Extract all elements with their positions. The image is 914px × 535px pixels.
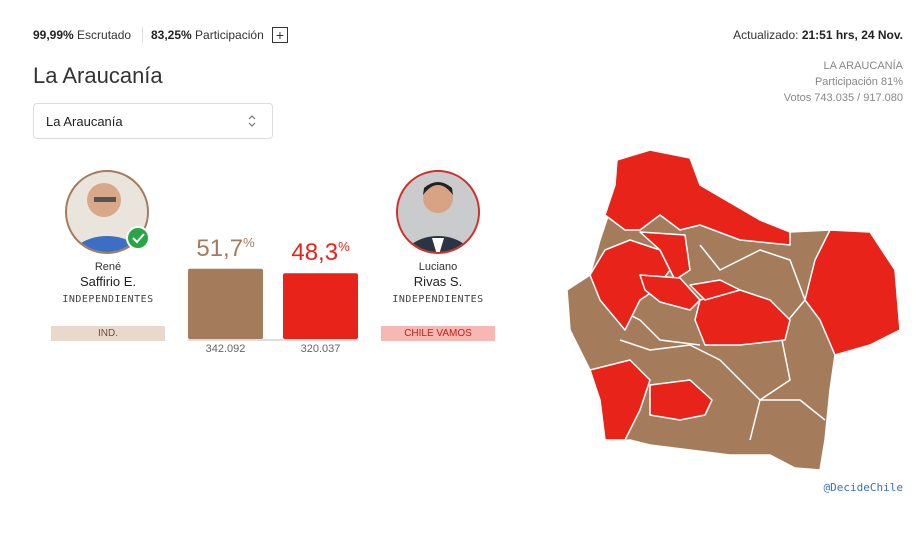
region bbox=[804, 229, 901, 356]
first-name: René bbox=[94, 261, 122, 273]
region bbox=[694, 289, 791, 346]
avatar bbox=[396, 170, 480, 254]
vote-bar bbox=[188, 268, 263, 339]
border bbox=[619, 339, 826, 421]
vote-bar bbox=[283, 273, 358, 339]
region bbox=[649, 379, 713, 421]
select-value: La Araucanía bbox=[46, 114, 123, 129]
counted-label: Escrutado bbox=[77, 28, 132, 42]
counted-value: 99,99% bbox=[33, 28, 74, 42]
party-badge: CHILE VAMOS bbox=[381, 326, 495, 341]
region-select[interactable]: La Araucanía bbox=[33, 103, 273, 139]
region bbox=[589, 359, 651, 441]
share-unit: % bbox=[243, 234, 255, 250]
region-turnout: Participación 81% bbox=[814, 76, 903, 88]
updated-label: Actualizado: bbox=[733, 28, 799, 42]
affiliation: INDEPENDIENTES bbox=[392, 294, 484, 305]
updated-value: 21:51 hrs, 24 Nov. bbox=[801, 28, 903, 42]
region-votes: Votos 743.035 / 917.080 bbox=[783, 92, 903, 104]
region bbox=[639, 231, 691, 281]
counted: 99,99% Escrutado bbox=[33, 28, 131, 42]
region bbox=[639, 274, 701, 311]
updated: Actualizado: 21:51 hrs, 24 Nov. bbox=[733, 28, 903, 42]
vote-count: 320.037 bbox=[300, 343, 341, 355]
avatar bbox=[65, 170, 150, 254]
share-label: 48,3% bbox=[283, 239, 358, 267]
expand-button[interactable]: + bbox=[272, 27, 288, 43]
turnout-label: Participación bbox=[195, 28, 264, 42]
region-info: LA ARAUCANÍA Participación 81% Votos 743… bbox=[784, 58, 903, 106]
share-value: 48,3 bbox=[291, 239, 339, 267]
vote-count: 342.092 bbox=[205, 343, 246, 355]
share-unit: % bbox=[338, 239, 350, 255]
share-label: 51,7% bbox=[188, 235, 263, 263]
last-name: Rivas S. bbox=[413, 274, 463, 289]
last-name: Saffirio E. bbox=[79, 274, 137, 289]
share-value: 51,7 bbox=[196, 234, 244, 262]
region bbox=[604, 149, 791, 246]
select-arrows bbox=[248, 115, 256, 127]
divider bbox=[142, 27, 143, 43]
page-title: La Araucanía bbox=[33, 63, 163, 88]
party-badge: IND. bbox=[51, 326, 165, 341]
affiliation: INDEPENDIENTES bbox=[62, 294, 154, 305]
region-name: LA ARAUCANÍA bbox=[823, 60, 903, 72]
first-name: Luciano bbox=[418, 261, 458, 273]
turnout-value: 83,25% bbox=[151, 28, 192, 42]
turnout: 83,25% Participación bbox=[151, 28, 264, 42]
credit[interactable]: @DecideChile bbox=[823, 481, 903, 494]
region bbox=[689, 279, 741, 301]
map bbox=[566, 149, 901, 471]
